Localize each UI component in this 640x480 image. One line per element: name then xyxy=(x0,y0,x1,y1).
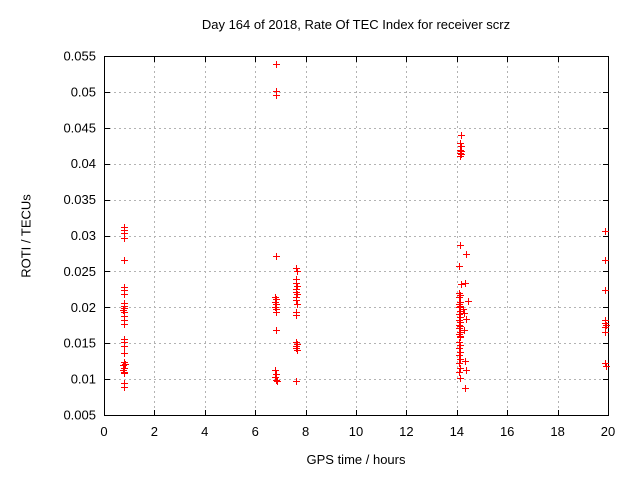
data-point-marker xyxy=(294,301,301,308)
data-point-marker xyxy=(121,321,128,328)
data-point-marker xyxy=(602,360,609,367)
data-point-marker xyxy=(462,280,469,287)
data-point-marker xyxy=(274,378,281,385)
data-point-marker xyxy=(465,298,472,305)
y-tick-label: 0.005 xyxy=(63,408,96,423)
data-point-marker xyxy=(273,253,280,260)
data-point-marker xyxy=(273,61,280,68)
y-tick-label: 0.015 xyxy=(63,336,96,351)
y-tick-label: 0.04 xyxy=(71,156,96,171)
data-point-marker xyxy=(456,311,463,318)
data-point-marker xyxy=(121,350,128,357)
data-point-marker xyxy=(457,356,464,363)
data-point-marker xyxy=(461,327,468,334)
plot-border xyxy=(104,56,609,416)
x-tick-label: 18 xyxy=(550,424,564,439)
data-point-marker xyxy=(456,360,463,367)
data-point-marker xyxy=(272,367,279,374)
data-point-marker xyxy=(602,228,609,235)
data-point-marker xyxy=(293,378,300,385)
x-tick-label: 8 xyxy=(302,424,309,439)
chart-title: Day 164 of 2018, Rate Of TEC Index for r… xyxy=(201,17,511,32)
y-tick-label: 0.01 xyxy=(71,372,96,387)
data-point-marker xyxy=(458,132,465,139)
data-point-marker xyxy=(273,327,280,334)
data-point-marker xyxy=(457,349,464,356)
data-point-marker xyxy=(121,370,128,377)
y-tick-label: 0.02 xyxy=(71,300,96,315)
axis-ticks xyxy=(104,56,609,416)
data-point-marker xyxy=(463,367,470,374)
y-tick-label: 0.05 xyxy=(71,84,96,99)
data-point-marker xyxy=(121,291,128,298)
x-tick-label: 12 xyxy=(399,424,413,439)
x-tick-label: 14 xyxy=(450,424,464,439)
data-point-marker xyxy=(602,329,609,336)
data-point-marker xyxy=(273,371,280,378)
data-point-marker xyxy=(121,343,128,350)
data-point-marker xyxy=(456,263,463,270)
x-tick-label: 6 xyxy=(252,424,259,439)
data-point-marker xyxy=(293,265,300,272)
axis-tick-labels: 0 2 4 6 8 10 12 14 16 18 20 0.005 0.01 0.015 0.02 0.025… xyxy=(63,49,615,440)
data-point-marker xyxy=(273,377,280,384)
x-axis-label: GPS time / hours xyxy=(306,452,406,467)
data-point-marker xyxy=(293,312,300,319)
data-point-marker xyxy=(456,294,463,301)
data-point-marker xyxy=(457,242,464,249)
x-tick-label: 20 xyxy=(601,424,615,439)
data-point-marker xyxy=(456,352,463,359)
data-point-marker xyxy=(463,251,470,258)
data-point-marker xyxy=(462,385,469,392)
data-point-marker xyxy=(121,257,128,264)
y-tick-label: 0.045 xyxy=(63,120,96,135)
data-point-marker xyxy=(457,334,464,341)
y-tick-label: 0.035 xyxy=(63,192,96,207)
data-point-marker xyxy=(462,358,469,365)
data-point-marker xyxy=(293,297,300,304)
data-point-marker xyxy=(294,291,301,298)
data-point-marker xyxy=(294,347,301,354)
gridlines xyxy=(104,56,609,416)
plot-frame xyxy=(104,56,609,416)
data-point-marker xyxy=(456,339,463,346)
x-tick-label: 0 xyxy=(100,424,107,439)
data-point-marker xyxy=(461,310,468,317)
data-point-marker xyxy=(603,363,610,370)
data-point-marker xyxy=(457,365,464,372)
y-tick-label: 0.055 xyxy=(63,49,96,64)
data-point-marker xyxy=(457,308,464,315)
data-point-marker xyxy=(273,309,280,316)
x-tick-label: 2 xyxy=(151,424,158,439)
data-point-marker xyxy=(273,92,280,99)
data-point-marker xyxy=(457,375,464,382)
data-point-marker xyxy=(121,384,128,391)
data-point-marker xyxy=(457,140,464,147)
data-point-marker xyxy=(456,369,463,376)
data-point-marker xyxy=(457,342,464,349)
data-point-marker xyxy=(294,268,301,275)
x-tick-label: 16 xyxy=(500,424,514,439)
data-point-marker xyxy=(456,345,463,352)
data-point-marker xyxy=(294,283,301,290)
data-point-marker xyxy=(121,235,128,242)
x-tick-label: 10 xyxy=(349,424,363,439)
data-point-marker xyxy=(456,325,463,332)
y-tick-label: 0.025 xyxy=(63,264,96,279)
data-point-marker xyxy=(456,304,463,311)
data-point-marker xyxy=(463,316,470,323)
data-point-marker xyxy=(457,153,464,160)
data-points xyxy=(120,61,610,392)
y-tick-label: 0.03 xyxy=(71,228,96,243)
x-tick-label: 4 xyxy=(201,424,208,439)
data-point-marker xyxy=(602,257,609,264)
data-point-marker xyxy=(602,287,609,294)
data-point-marker xyxy=(272,374,279,381)
data-point-marker xyxy=(293,280,300,287)
data-point-marker xyxy=(458,281,465,288)
